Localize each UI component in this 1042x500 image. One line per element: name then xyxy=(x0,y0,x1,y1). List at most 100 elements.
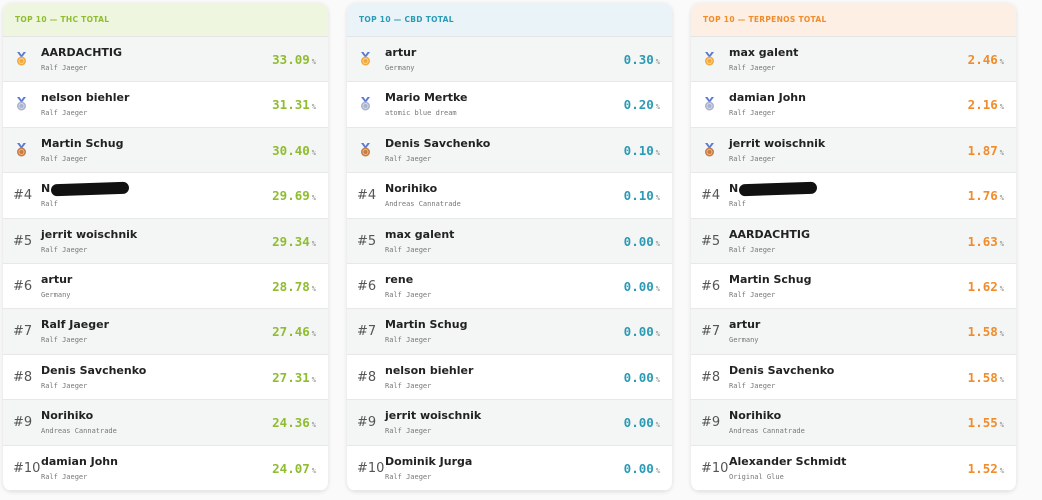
leaderboard-row: Martin Schug Ralf Jaeger 30.40% xyxy=(3,127,328,174)
leaderboard-row: #5 jerrit woischnik Ralf Jaeger 29.34% xyxy=(3,218,328,267)
value-unit: % xyxy=(655,103,660,112)
leaderboard-row: Denis Savchenko Ralf Jaeger 0.10% xyxy=(347,127,672,174)
value: 0.00% xyxy=(624,400,660,448)
rank-label: #9 xyxy=(701,415,721,431)
value: 0.10% xyxy=(624,173,660,221)
value-unit: % xyxy=(311,421,316,430)
value: 0.20% xyxy=(624,82,660,130)
value-unit: % xyxy=(655,194,660,203)
rank-label: #5 xyxy=(13,233,33,249)
value: 29.34% xyxy=(272,219,316,267)
value: 0.00% xyxy=(624,264,660,312)
value-number: 0.30 xyxy=(623,52,654,67)
medal-icon xyxy=(361,142,370,157)
player-name: AARDACHTIG xyxy=(729,227,811,241)
leaderboard-row: damian John Ralf Jaeger 2.16% xyxy=(691,82,1016,130)
leaderboard-row: #8 Denis Savchenko Ralf Jaeger 1.58% xyxy=(691,355,1016,403)
value-unit: % xyxy=(655,330,660,339)
player-name: AARDACHTIG xyxy=(41,46,123,59)
player-name: artur xyxy=(729,318,761,332)
medal-icon xyxy=(17,97,26,111)
value-number: 2.16 xyxy=(967,97,998,113)
value-number: 0.10 xyxy=(623,142,654,158)
player-subtitle: Ralf Jaeger xyxy=(729,245,776,254)
value-unit: % xyxy=(311,239,316,248)
leaderboard-row: jerrit woischnik Ralf Jaeger 1.87% xyxy=(691,127,1016,174)
leaderboard-row: #5 max galent Ralf Jaeger 0.00% xyxy=(347,218,672,264)
player-subtitle: Andreas Cannatrade xyxy=(385,200,461,209)
value: 1.58% xyxy=(968,309,1004,357)
leaderboard-row: #4 N Ralf 29.69% xyxy=(3,173,328,219)
rank-label: #9 xyxy=(13,415,33,431)
value: 2.16% xyxy=(968,82,1004,130)
value-unit: % xyxy=(999,284,1004,293)
redaction xyxy=(738,181,818,197)
value-unit: % xyxy=(311,148,316,157)
value: 27.31% xyxy=(272,355,316,403)
value: 24.36% xyxy=(272,400,316,448)
rank-label: #6 xyxy=(13,278,33,294)
value-number: 24.07 xyxy=(272,460,310,476)
value-number: 29.69 xyxy=(272,188,310,204)
player-subtitle: Andreas Cannatrade xyxy=(41,427,117,436)
value: 31.31% xyxy=(272,82,316,130)
player-subtitle: Ralf Jaeger xyxy=(41,336,88,345)
medal-icon xyxy=(361,97,370,111)
leaderboard-row: #10 damian John Ralf Jaeger 24.07% xyxy=(3,446,328,491)
player-name: Norihiko xyxy=(41,409,94,423)
value: 24.07% xyxy=(272,446,316,491)
value-unit: % xyxy=(999,194,1004,203)
value: 2.46% xyxy=(968,37,1004,85)
value: 1.58% xyxy=(968,355,1004,403)
leaderboard-row: #4 N Ralf 1.76% xyxy=(691,173,1016,219)
value-unit: % xyxy=(655,148,660,157)
player-subtitle: Original Glue xyxy=(729,472,784,481)
leaderboard-row: #6 artur Germany 28.78% xyxy=(3,264,328,310)
player-name: Denis Savchenko xyxy=(385,136,491,150)
player-subtitle: Ralf Jaeger xyxy=(729,154,776,163)
leaderboard-row: #9 Norihiko Andreas Cannatrade 24.36% xyxy=(3,400,328,448)
player-subtitle: Andreas Cannatrade xyxy=(729,427,805,436)
player-name: nelson biehler xyxy=(41,91,130,105)
value-number: 1.58 xyxy=(967,324,998,340)
leaderboard-row: #10 Alexander Schmidt Original Glue 1.52% xyxy=(691,446,1016,491)
leaderboard-row: #5 AARDACHTIG Ralf Jaeger 1.63% xyxy=(691,218,1016,264)
player-name: Dominik Jurga xyxy=(385,454,473,468)
medal-icon xyxy=(705,142,714,157)
value: 27.46% xyxy=(272,309,316,357)
value-unit: % xyxy=(311,58,316,66)
value-unit: % xyxy=(999,148,1004,157)
value-number: 1.55 xyxy=(967,415,998,431)
value: 1.52% xyxy=(968,446,1004,491)
player-subtitle: Ralf Jaeger xyxy=(729,290,776,299)
player-subtitle: Ralf Jaeger xyxy=(385,290,432,299)
value-unit: % xyxy=(655,375,660,384)
player-subtitle: Ralf Jaeger xyxy=(729,64,776,72)
leaderboard-panel: TOP 10 — CBD TOTAL artur Germany 0.30% Mario… xyxy=(347,3,672,491)
value-unit: % xyxy=(999,239,1004,248)
player-subtitle: atomic blue dream xyxy=(385,109,457,118)
value: 0.00% xyxy=(624,355,660,403)
value-number: 24.36 xyxy=(272,415,310,431)
leaderboard-row: #4 Norihiko Andreas Cannatrade 0.10% xyxy=(347,173,672,221)
leaderboard-row: #10 Dominik Jurga Ralf Jaeger 0.00% xyxy=(347,446,672,491)
player-subtitle: Ralf Jaeger xyxy=(41,381,88,390)
rank-label: #7 xyxy=(357,324,377,340)
value-number: 1.52 xyxy=(967,460,998,476)
value-number: 0.20 xyxy=(623,97,654,113)
value: 1.55% xyxy=(968,400,1004,448)
player-name: Martin Schug xyxy=(385,318,468,332)
medal-icon xyxy=(705,52,714,66)
rank-label: #10 xyxy=(357,460,385,476)
value-unit: % xyxy=(999,330,1004,339)
value-unit: % xyxy=(655,284,660,293)
rank-label: #8 xyxy=(701,369,721,385)
rank-label: #6 xyxy=(357,278,377,294)
medal-icon xyxy=(17,52,26,66)
player-name: N xyxy=(41,182,51,196)
value-unit: % xyxy=(311,103,316,112)
value-number: 27.46 xyxy=(272,324,310,340)
player-name: Martin Schug xyxy=(729,272,812,286)
player-name: damian John xyxy=(729,91,806,105)
player-name: max galent xyxy=(385,227,455,241)
